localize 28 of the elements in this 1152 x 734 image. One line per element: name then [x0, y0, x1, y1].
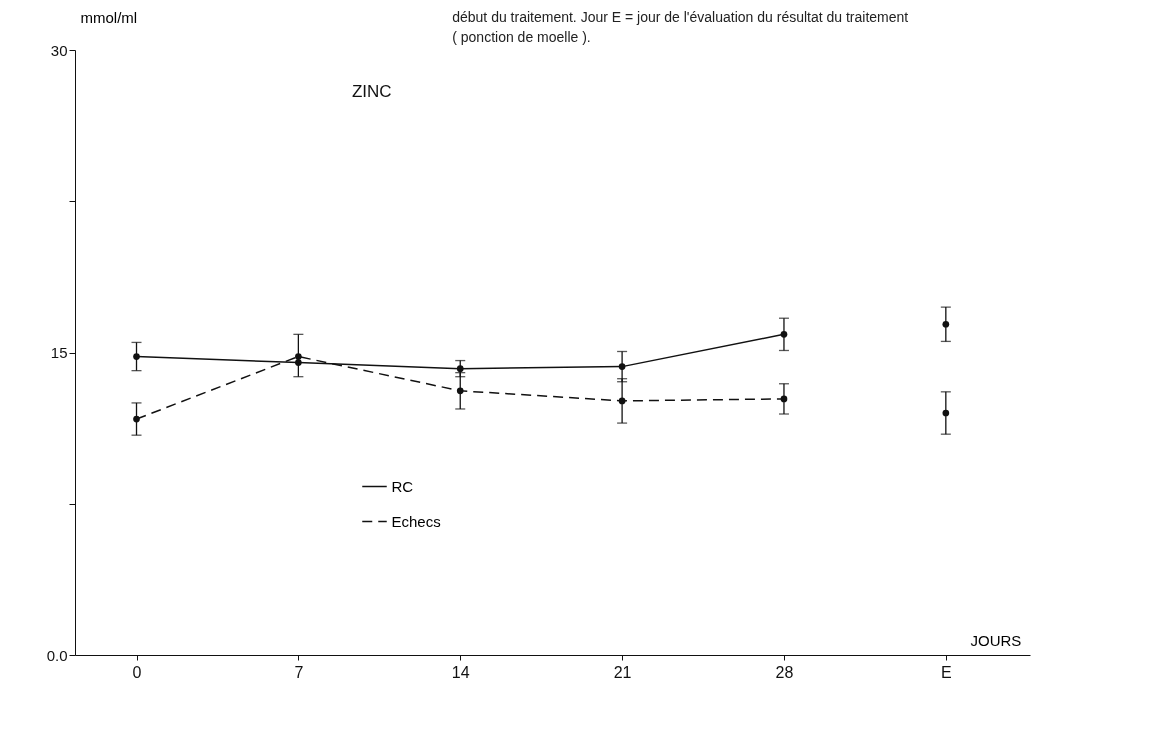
text: début du traitement. Jour E = jour de l'évaluation du résultat du traitement [452, 9, 909, 25]
point [942, 409, 950, 417]
point [780, 331, 788, 338]
x-tick-label: 14 [451, 663, 470, 681]
text: ( ponction de moelle ). [452, 29, 591, 45]
x-tick-label: 7 [294, 663, 304, 681]
x-tick-label: 28 [775, 663, 794, 681]
y-tick-label: 0.0 [46, 646, 68, 664]
x-axis-title: JOURS [970, 631, 1022, 649]
legend-label: Echecs [391, 512, 441, 530]
legend-label: RC [391, 477, 414, 495]
point [295, 353, 302, 360]
y-tick-label: 30 [50, 41, 68, 59]
point [295, 359, 302, 366]
point [780, 395, 788, 403]
y-tick-label: 15 [50, 344, 68, 361]
text: ZINC [351, 82, 392, 102]
point [942, 320, 950, 328]
point [133, 353, 140, 360]
point [133, 415, 140, 423]
x-tick-label: 21 [613, 663, 632, 681]
point [618, 397, 626, 405]
y-axis-title: mmol/ml [80, 8, 138, 26]
point [456, 365, 464, 372]
point [618, 363, 626, 370]
point [456, 387, 464, 395]
x-tick-label: 0 [132, 663, 142, 681]
x-tick-label: E [940, 663, 952, 681]
